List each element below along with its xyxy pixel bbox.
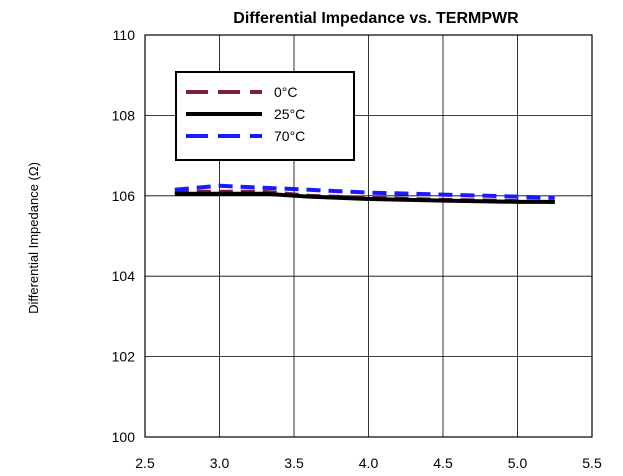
x-tick-label: 5.0: [508, 455, 528, 471]
series-lines: [174, 183, 555, 204]
legend-label: 25°C: [274, 106, 305, 122]
x-tick-label: 3.0: [210, 455, 230, 471]
legend: 0°C 25°C 70°C: [175, 71, 355, 161]
x-tick-label: 4.0: [359, 455, 379, 471]
y-axis-label: Differential Impedance (Ω): [26, 162, 41, 314]
plot-area-frame: [144, 34, 593, 438]
legend-label: 0°C: [274, 84, 298, 100]
y-tick-label: 104: [112, 268, 136, 284]
legend-label: 70°C: [274, 128, 305, 144]
x-tick-label: 3.5: [284, 455, 304, 471]
y-tick-label: 106: [112, 188, 136, 204]
series-line-70c: [174, 183, 555, 200]
x-tick-label: 2.5: [135, 455, 155, 471]
y-tick-label: 110: [113, 27, 136, 43]
y-tick-label: 100: [112, 429, 136, 445]
chart-title: Differential Impedance vs. TERMPWR: [233, 10, 519, 27]
series-line-25c: [174, 191, 555, 204]
x-tick-label: 4.5: [433, 455, 453, 471]
x-tick-label: 5.5: [582, 455, 602, 471]
y-tick-label: 102: [112, 349, 136, 365]
y-axis-ticks: 100 102 104 106 108 110: [112, 27, 136, 445]
x-axis-ticks: 2.5 3.0 3.5 4.0 4.5 5.0 5.5: [135, 455, 602, 471]
y-tick-label: 108: [112, 107, 136, 123]
